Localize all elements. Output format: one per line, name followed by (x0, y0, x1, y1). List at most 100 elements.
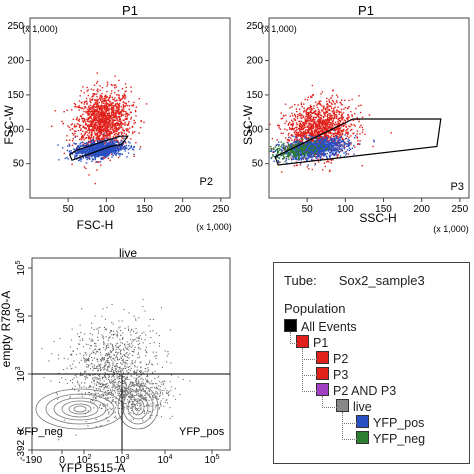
data-point (309, 120, 311, 122)
data-point (125, 111, 127, 113)
data-point (107, 150, 109, 152)
data-point (117, 133, 120, 136)
data-point (341, 104, 343, 106)
data-point (112, 150, 114, 153)
data-point (301, 134, 303, 136)
data-point (348, 141, 350, 143)
data-point (100, 99, 102, 101)
data-point (330, 132, 332, 135)
data-point (294, 136, 296, 138)
data-point (112, 117, 114, 119)
data-point (329, 128, 332, 130)
data-point (83, 92, 85, 94)
data-point (102, 157, 104, 159)
data-point (120, 110, 122, 112)
data-point (337, 140, 340, 142)
data-point (322, 108, 325, 110)
data-point (100, 108, 103, 110)
data-point (282, 114, 285, 117)
data-point (110, 148, 112, 151)
data-point (66, 109, 68, 111)
data-point (98, 123, 100, 125)
data-point (99, 109, 101, 111)
data-point (122, 110, 124, 113)
data-point (85, 128, 87, 130)
data-point (81, 148, 83, 151)
data-point (72, 134, 75, 136)
data-point (93, 153, 95, 155)
plot1-x-unit: (x 1,000) (196, 222, 232, 232)
data-point (95, 122, 97, 124)
data-point (323, 123, 325, 125)
data-point (320, 118, 323, 120)
data-point (324, 115, 326, 117)
data-point (133, 131, 136, 133)
data-point (321, 141, 323, 143)
data-point (330, 117, 332, 119)
data-point (91, 96, 93, 98)
data-point (308, 120, 310, 122)
data-point (336, 138, 338, 140)
data-point (78, 109, 80, 111)
data-point (296, 135, 298, 138)
data-point (99, 94, 102, 97)
data-point (98, 136, 100, 138)
data-point (324, 132, 327, 135)
data-point (120, 125, 123, 127)
data-point (99, 164, 102, 166)
data-point (101, 147, 103, 149)
data-point (315, 116, 317, 119)
data-point (124, 115, 127, 118)
data-point (96, 80, 99, 83)
data-point (143, 121, 145, 124)
data-point (330, 135, 333, 137)
data-point (96, 136, 98, 138)
data-point (94, 118, 96, 120)
data-point (325, 136, 327, 138)
data-point (71, 153, 74, 155)
data-point (74, 136, 76, 138)
data-point (323, 154, 325, 157)
data-point (90, 147, 92, 149)
data-point (109, 122, 112, 124)
data-point (305, 142, 307, 145)
data-point (118, 106, 120, 108)
data-point (121, 110, 123, 112)
data-point (84, 133, 86, 135)
data-point (105, 110, 107, 112)
data-point (100, 98, 102, 100)
data-point (103, 157, 105, 159)
data-point (284, 128, 286, 130)
data-point (330, 144, 332, 146)
data-point (327, 147, 330, 150)
data-point (341, 137, 343, 139)
data-point (89, 143, 92, 146)
plot2-y-unit: (x 1,000) (261, 24, 297, 34)
data-point (74, 143, 76, 145)
data-point (106, 152, 108, 154)
data-point (115, 135, 117, 137)
data-point (270, 149, 273, 151)
data-point (121, 133, 123, 135)
data-point (328, 146, 330, 148)
data-point (285, 120, 288, 122)
data-point (81, 120, 84, 122)
data-point (296, 150, 298, 152)
data-point (338, 133, 340, 136)
data-point (332, 133, 335, 135)
data-point (73, 130, 76, 132)
data-point (100, 154, 102, 157)
data-point (356, 133, 358, 135)
data-point (310, 95, 312, 97)
data-point (79, 126, 81, 128)
data-point (99, 115, 102, 117)
data-point (290, 154, 292, 156)
data-point (103, 115, 105, 117)
data-point (321, 138, 324, 140)
data-point (325, 108, 327, 111)
data-point (335, 136, 337, 138)
data-point (334, 151, 337, 154)
data-point (80, 124, 82, 127)
data-point (310, 131, 312, 133)
data-point (339, 137, 341, 139)
